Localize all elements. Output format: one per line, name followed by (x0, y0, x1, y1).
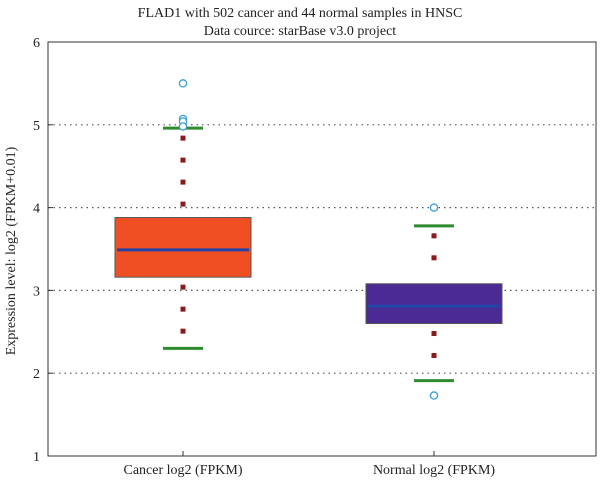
whisker-line (431, 233, 437, 359)
x-axis-labels: Cancer log2 (FPKM) Normal log2 (FPKM) (124, 451, 495, 478)
whisker-dot (180, 306, 186, 312)
whisker-dot (431, 331, 437, 337)
outlier-point (429, 391, 439, 400)
whisker-dot (180, 135, 186, 141)
whisker-line (180, 135, 186, 334)
whisker-dot (431, 255, 437, 261)
y-axis-label: Expression level: log2 (FPKM+0.01) (4, 146, 19, 355)
boxes (114, 79, 503, 400)
box (365, 283, 503, 325)
y-tick-label: 6 (33, 36, 40, 51)
y-axis-ticks: 1 2 3 4 5 6 (33, 36, 53, 465)
x-category-label: Normal log2 (FPKM) (373, 463, 495, 478)
gridlines (48, 124, 596, 374)
axes (47, 41, 597, 457)
plot-frame (47, 41, 597, 457)
outlier-point (429, 203, 439, 212)
whisker-dot (180, 328, 186, 334)
chart-title: FLAD1 with 502 cancer and 44 normal samp… (138, 6, 463, 21)
whisker-dot (180, 157, 186, 163)
chart-subtitle: Data cource: starBase v3.0 project (204, 24, 397, 39)
outlier-point (178, 122, 188, 131)
y-tick-label: 3 (33, 284, 40, 299)
box-group (365, 203, 503, 400)
box-group (114, 79, 252, 350)
box (114, 217, 252, 278)
x-category-label: Cancer log2 (FPKM) (124, 463, 243, 478)
outlier-point (178, 79, 188, 88)
y-tick-label: 4 (33, 202, 40, 217)
whisker-dot (431, 353, 437, 359)
y-tick-label: 1 (33, 450, 40, 465)
whisker-dot (180, 179, 186, 185)
whisker-dot (180, 284, 186, 290)
whisker-dot (431, 233, 437, 239)
whisker-dot (180, 201, 186, 207)
y-tick-label: 2 (33, 367, 40, 382)
y-tick-label: 5 (33, 119, 40, 134)
